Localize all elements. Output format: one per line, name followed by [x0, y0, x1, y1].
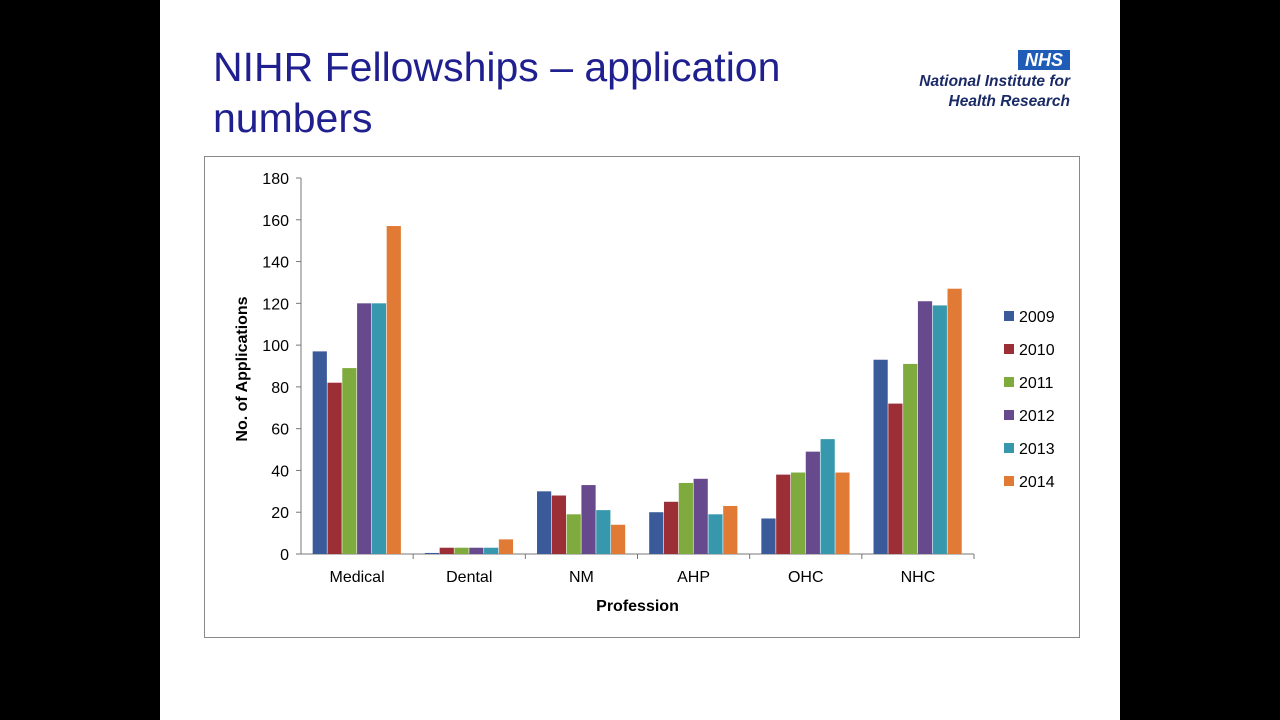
slide: NIHR Fellowships – application numbers N… — [160, 0, 1120, 720]
logo-line-2: Health Research — [948, 93, 1070, 110]
y-tick-label: 20 — [271, 505, 289, 522]
bar-dental-2009 — [424, 552, 440, 554]
bar-medical-2011 — [342, 368, 357, 554]
bar-ohc-2009 — [761, 518, 776, 554]
bar-medical-2013 — [371, 303, 387, 554]
x-tick-label: AHP — [677, 569, 710, 586]
x-tick-label: OHC — [788, 569, 824, 586]
nhs-badge: NHS — [1018, 50, 1070, 70]
legend-swatch-2009 — [1004, 311, 1014, 321]
chart-frame: 0 20 40 60 80 100 120 140 160 180 Medical Dental NM A… — [204, 156, 1080, 638]
bar-dental-2011 — [454, 547, 469, 554]
legend-swatch-2012 — [1004, 410, 1014, 420]
bar-nhc-2013 — [932, 305, 947, 554]
x-tick-label: NHC — [901, 569, 936, 586]
legend-label-2009: 2009 — [1019, 309, 1055, 326]
x-tick-label: NM — [569, 569, 594, 586]
y-tick-label: 60 — [271, 422, 289, 439]
bar-nm-2014 — [611, 524, 626, 554]
bar-medical-2010 — [327, 382, 342, 554]
bar-medical-2009 — [312, 351, 327, 554]
bar-dental-2010 — [439, 547, 454, 554]
bar-ahp-2014 — [723, 505, 738, 554]
x-tick-label: Dental — [446, 569, 492, 586]
bar-dental-2013 — [484, 547, 499, 554]
y-tick-label: 40 — [271, 463, 289, 480]
y-tick-label: 160 — [262, 213, 289, 230]
y-tick-label: 120 — [262, 296, 289, 313]
bar-nm-2013 — [596, 510, 611, 554]
legend-label-2013: 2013 — [1019, 441, 1055, 458]
bar-ohc-2010 — [776, 474, 791, 554]
y-tick-label: 140 — [262, 255, 289, 272]
x-axis-label: Profession — [596, 598, 679, 615]
logo-line-1: National Institute for — [919, 73, 1070, 90]
legend-label-2012: 2012 — [1019, 408, 1055, 425]
y-tick-label: 0 — [280, 547, 289, 564]
slide-title: NIHR Fellowships – application numbers — [213, 44, 781, 141]
legend-swatch-2010 — [1004, 344, 1014, 354]
nihr-logo: NHS National Institute for Health Resear… — [880, 50, 1070, 116]
bar-ahp-2013 — [708, 514, 723, 554]
bar-nhc-2009 — [873, 359, 888, 554]
bar-ahp-2011 — [678, 482, 693, 554]
legend-swatch-2013 — [1004, 443, 1014, 453]
bar-dental-2014 — [498, 539, 514, 554]
bar-ahp-2009 — [649, 512, 664, 554]
bar-nm-2010 — [551, 495, 567, 554]
bar-chart: 0 20 40 60 80 100 120 140 160 180 Medical Dental NM A… — [234, 171, 1055, 615]
bar-nm-2009 — [537, 491, 552, 554]
bar-nhc-2014 — [947, 288, 962, 554]
bar-nhc-2010 — [888, 403, 903, 554]
bar-medical-2012 — [357, 303, 372, 554]
y-tick-label: 180 — [262, 171, 289, 188]
bar-medical-2014 — [386, 226, 401, 554]
bar-ohc-2013 — [820, 439, 835, 554]
y-tick-label: 100 — [262, 338, 289, 355]
legend-label-2011: 2011 — [1019, 375, 1054, 392]
bar-nm-2012 — [581, 485, 596, 554]
bar-ohc-2011 — [790, 472, 806, 554]
bar-nhc-2012 — [917, 301, 933, 554]
y-axis-label: No. of Applications — [234, 296, 251, 441]
bar-dental-2012 — [469, 547, 484, 554]
legend-label-2014: 2014 — [1019, 474, 1055, 491]
bar-ahp-2012 — [693, 478, 708, 554]
bar-ohc-2012 — [805, 451, 820, 554]
legend-label-2010: 2010 — [1019, 342, 1055, 359]
bar-nhc-2011 — [903, 363, 918, 554]
x-tick-label: Medical — [330, 569, 385, 586]
legend-swatch-2011 — [1004, 377, 1014, 387]
bar-nm-2011 — [566, 514, 581, 554]
legend-swatch-2014 — [1004, 476, 1014, 486]
bar-ohc-2014 — [835, 472, 850, 554]
bar-ahp-2010 — [663, 501, 679, 554]
y-tick-label: 80 — [271, 380, 289, 397]
